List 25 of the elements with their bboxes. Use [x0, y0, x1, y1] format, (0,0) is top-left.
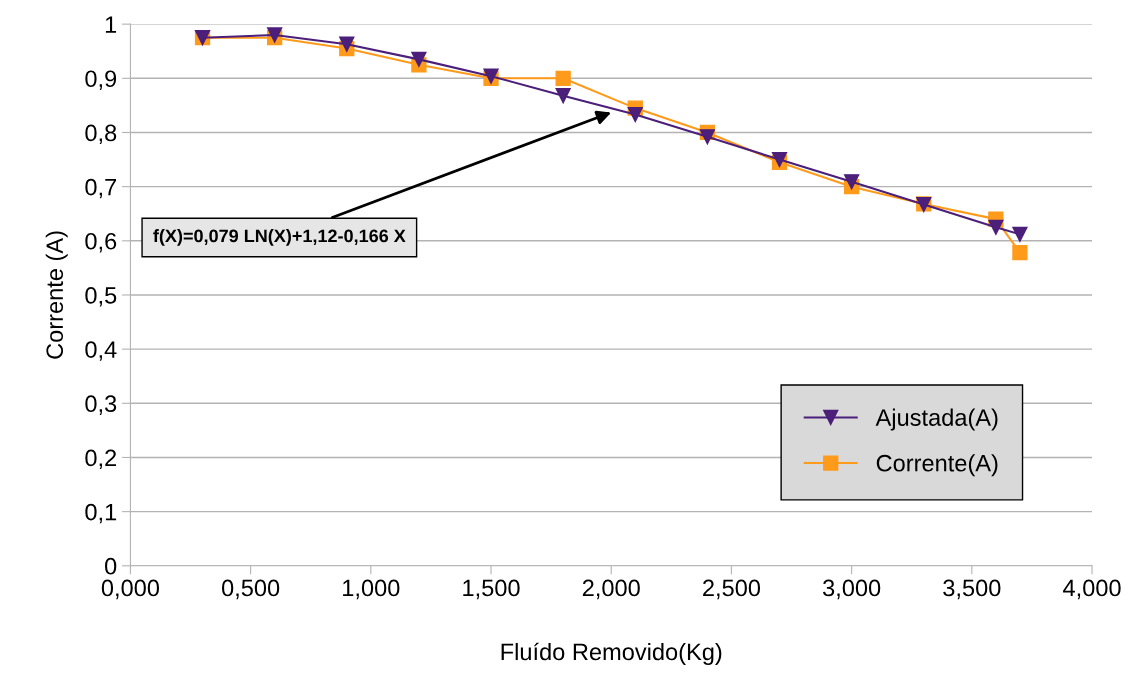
x-tick-label: 3,000: [822, 579, 881, 600]
x-tick-label: 0,500: [222, 579, 280, 600]
y-tick-label: 0,3: [85, 395, 117, 415]
y-tick-label: 0,7: [85, 178, 117, 199]
x-tick-label: 2,500: [703, 579, 761, 600]
annotation: f(X)=0,079 LN(X)+1,12-0,166 X: [153, 229, 406, 246]
x-tick-label: 4,000: [1063, 579, 1121, 600]
x-tick-label: 1,000: [343, 579, 400, 600]
y-tick-label: 0,4: [85, 341, 117, 361]
y-tick-label: 0,5: [85, 287, 117, 307]
y-tick-label: 0,9: [85, 70, 117, 90]
y-tick-label: 0,8: [85, 124, 117, 145]
legend-label: Corrente(A): [876, 454, 998, 477]
x-tick-label: 0,000: [101, 579, 160, 600]
y-tick-label: 0,6: [85, 232, 117, 253]
legend-label: Ajustada(A): [875, 408, 998, 431]
x-axis-title: Fluído Removido(Kg): [501, 642, 722, 665]
x-tick-label: 2,000: [582, 579, 640, 600]
y-tick-label: 0,1: [85, 503, 117, 524]
y-tick-label: 1: [105, 16, 117, 33]
x-tick-label: 1,500: [463, 579, 520, 600]
y-tick-label: 0: [105, 557, 117, 575]
y-axis-title: Corrente (A): [45, 231, 68, 359]
x-tick-label: 3,500: [943, 579, 1001, 600]
y-tick-label: 0,2: [85, 449, 117, 470]
